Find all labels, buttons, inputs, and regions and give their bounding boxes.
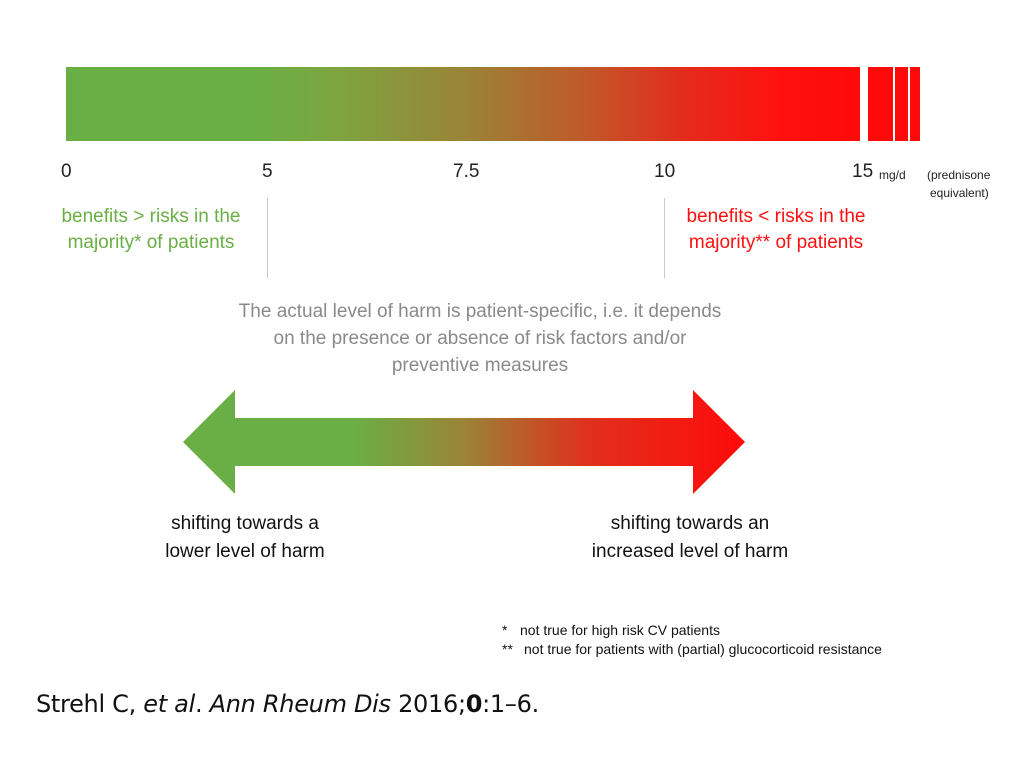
risk-label: benefits < risks in the majority** of pa… [656, 204, 896, 256]
risk-label-line1: benefits < risks in the [686, 206, 866, 227]
arrow-left-caption-line2: lower level of harm [165, 541, 325, 562]
bar-separator [908, 67, 910, 141]
benefit-label-line2: majority* of patients [67, 232, 235, 253]
arrow-left-caption-line1: shifting towards a [171, 513, 319, 534]
risk-label-line2: majority** of patients [688, 232, 864, 253]
arrow-left-caption: shifting towards a lower level of harm [120, 510, 370, 566]
footnote-2-text: not true for patients with (partial) glu… [524, 641, 882, 657]
footnote-1-text: not true for high risk CV patients [520, 622, 720, 638]
guide-line-5 [267, 198, 268, 278]
tick-5: 5 [262, 161, 273, 182]
harm-note-line1: The actual level of harm is patient-spec… [238, 301, 722, 322]
tick-15: 15 [852, 161, 874, 182]
footnote-2-mark: ** [502, 641, 513, 657]
tick-10: 10 [654, 161, 676, 182]
citation-sep: . [194, 690, 210, 718]
citation-authors: Strehl C, [36, 690, 144, 718]
footnote-2: ** not true for patients with (partial) … [502, 641, 982, 657]
benefit-label: benefits > risks in the majority* of pat… [20, 204, 282, 256]
harm-note: The actual level of harm is patient-spec… [170, 298, 790, 379]
bar-separator [893, 67, 895, 141]
tick-0: 0 [61, 161, 72, 182]
citation-journal: Ann Rheum Dis [209, 690, 391, 718]
harm-note-line3: preventive measures [391, 355, 569, 376]
unit-label: mg/d [879, 168, 906, 182]
citation-etal: et al [143, 690, 195, 718]
citation: Strehl C, et al. Ann Rheum Dis 2016;0:1–… [36, 690, 539, 718]
footnote-1-mark: * [502, 622, 508, 638]
arrow-right-caption: shifting towards an increased level of h… [560, 510, 820, 566]
citation-pages: :1–6. [482, 690, 539, 718]
guide-line-10 [664, 198, 665, 278]
footnote-1: * not true for high risk CV patients [502, 622, 982, 638]
arrow-right-caption-line1: shifting towards an [610, 513, 770, 534]
benefit-label-line1: benefits > risks in the [61, 206, 241, 227]
dose-scale-bar [66, 67, 860, 141]
arrow-right-caption-line2: increased level of harm [591, 541, 789, 562]
double-arrow-icon [183, 390, 745, 494]
arrow-shape [183, 390, 745, 494]
equivalent-label-line2: equivalent) [930, 186, 989, 200]
equivalent-label-line1: (prednisone [927, 168, 991, 182]
citation-volume: 0 [465, 690, 483, 718]
tick-7-5: 7.5 [453, 161, 480, 182]
citation-year: 2016; [390, 690, 466, 718]
harm-note-line2: on the presence or absence of risk facto… [273, 328, 687, 349]
